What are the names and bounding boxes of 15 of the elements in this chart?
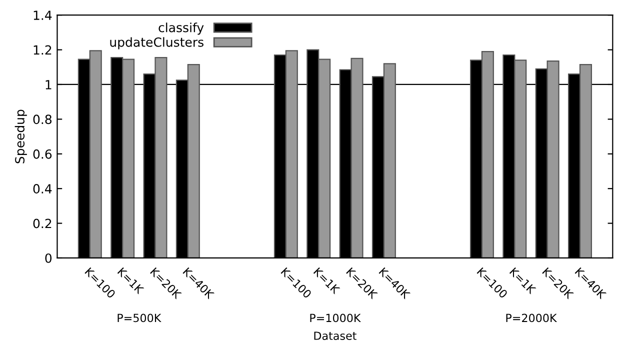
x-axis-title: Dataset: [314, 332, 356, 340]
y-tick-label: 0: [45, 253, 52, 263]
legend-label: classify: [158, 22, 204, 35]
text: P=2000K: [506, 314, 558, 322]
legend-label: updateClusters: [110, 37, 204, 50]
text: P=1000K: [310, 314, 361, 322]
y-tick-label: 0.6: [33, 149, 52, 159]
y-axis-title: Speedup: [14, 110, 27, 164]
y-tick-label: 0.8: [33, 114, 52, 124]
y-tick-label: 1.2: [34, 45, 52, 55]
y-tick-label: 1: [46, 80, 52, 90]
text: P=500K: [118, 314, 162, 322]
y-tick-label: 0.2: [33, 218, 52, 228]
y-tick-label: 0.4: [33, 184, 52, 194]
y-tick-label: 1.4: [34, 10, 52, 20]
